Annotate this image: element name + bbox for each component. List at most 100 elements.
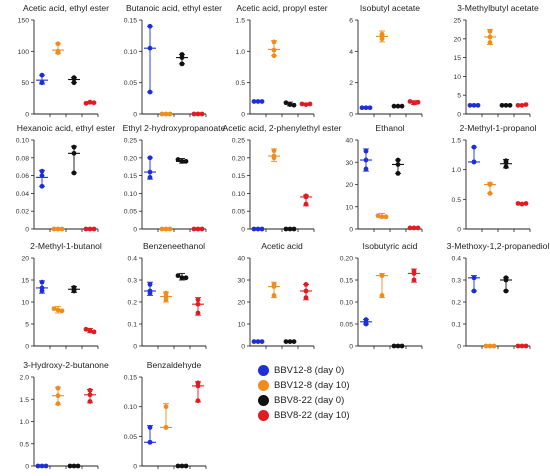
y-tick-label: 5 — [457, 93, 461, 100]
data-point — [159, 111, 165, 117]
series-2 — [268, 148, 280, 162]
y-tick-label: 0.06 — [16, 173, 29, 180]
panel-title: Benzeneethanol — [143, 241, 205, 251]
data-point — [39, 173, 45, 179]
series-1 — [251, 99, 265, 104]
data-point — [55, 393, 61, 399]
data-point — [471, 159, 477, 165]
y-tick-label: 0.10 — [124, 404, 137, 411]
y-tick-label: 0 — [241, 112, 245, 119]
data-point — [503, 164, 509, 170]
data-point — [179, 275, 185, 281]
series-4 — [300, 282, 312, 301]
panel-title: Hexanoic acid, ethyl ester — [17, 123, 116, 133]
series-3 — [176, 52, 188, 67]
legend-item: BBV12-8 (day 0) — [258, 364, 408, 377]
panel-title: 3-Hydroxy-2-butanone — [23, 360, 109, 370]
data-point — [515, 102, 521, 108]
y-tick-label: 6 — [349, 18, 353, 25]
y-tick-label: 0.15 — [340, 278, 353, 285]
y-tick-label: 20 — [453, 36, 461, 43]
y-tick-label: 0.05 — [232, 209, 245, 216]
data-point — [87, 399, 93, 404]
series-2 — [51, 305, 65, 314]
series-3 — [175, 272, 189, 281]
series-3 — [68, 75, 80, 86]
data-point — [395, 343, 401, 349]
data-point — [71, 80, 77, 86]
y-tick-label: 0.25 — [124, 138, 137, 145]
y-tick-label: 20 — [21, 256, 29, 263]
data-point — [395, 162, 401, 167]
data-point — [179, 55, 185, 60]
data-point — [175, 157, 181, 162]
data-point — [487, 28, 493, 34]
data-point — [363, 321, 369, 327]
series-1 — [251, 226, 265, 232]
data-point — [59, 308, 65, 314]
y-tick-label: 0.4 — [452, 256, 462, 263]
y-tick-label: 1.0 — [20, 419, 30, 426]
legend-label: BBV8-22 (day 10) — [274, 410, 350, 421]
data-point — [259, 99, 265, 104]
data-point — [183, 158, 189, 164]
series-1 — [144, 155, 156, 180]
data-point — [251, 226, 257, 232]
data-point — [51, 226, 57, 232]
panel-title: Acetic acid, ethyl ester — [23, 3, 109, 13]
y-tick-label: 0.15 — [124, 375, 137, 382]
data-point — [503, 160, 509, 165]
data-point — [487, 182, 493, 187]
y-tick-label: 0 — [25, 464, 29, 471]
data-point — [271, 53, 277, 59]
y-tick-label: 20 — [237, 300, 245, 307]
y-tick-label: 0 — [349, 112, 353, 119]
panel-title: Benzaldehyde — [147, 360, 202, 370]
data-point — [83, 226, 89, 232]
series-1 — [360, 317, 372, 327]
y-tick-label: 0.05 — [124, 209, 137, 216]
series-2 — [484, 28, 496, 45]
data-point — [183, 275, 189, 281]
series-4 — [191, 226, 205, 232]
data-point — [255, 226, 261, 232]
y-tick-label: 0 — [133, 227, 137, 234]
data-point — [467, 102, 473, 108]
panel-title: 2-Methyl-1-propanol — [460, 123, 537, 133]
data-point — [39, 80, 45, 86]
data-point — [87, 387, 93, 393]
y-tick-label: 0 — [241, 344, 245, 351]
series-2 — [52, 41, 64, 55]
data-point — [519, 343, 525, 349]
panel-9: Ethanol 0 10 20 30 40 — [345, 123, 423, 234]
data-point — [383, 214, 389, 220]
y-tick-label: 0 — [241, 227, 245, 234]
legend-item: BBV8-22 (day 10) — [258, 409, 408, 422]
y-tick-label: 0.1 — [452, 322, 462, 329]
data-point — [195, 111, 201, 117]
y-tick-label: 100 — [18, 49, 30, 56]
data-point — [271, 284, 277, 289]
series-3 — [500, 158, 512, 170]
series-1 — [251, 339, 265, 344]
series-3 — [283, 100, 297, 108]
panel-5: 3-Methylbutyl acetate 0 5 10 15 20 25 — [453, 3, 539, 119]
data-point — [487, 40, 493, 45]
panel-title: 2-Methyl-1-butanol — [30, 241, 102, 251]
panel-title: Acetic acid, propyl ester — [236, 3, 327, 13]
data-point — [523, 102, 529, 107]
data-point — [91, 100, 97, 106]
data-point — [163, 297, 169, 303]
series-3 — [175, 157, 189, 164]
data-point — [147, 174, 153, 180]
data-point — [39, 183, 45, 189]
y-tick-label: 0.3 — [452, 278, 462, 285]
y-tick-label: 0 — [25, 112, 29, 119]
y-tick-label: 20 — [345, 182, 353, 189]
legend-item: BBV8-22 (day 0) — [258, 394, 408, 407]
panel-title: Isobutyl acetate — [360, 3, 420, 13]
series-1 — [468, 144, 480, 165]
data-point — [175, 273, 181, 278]
series-3 — [392, 157, 404, 176]
